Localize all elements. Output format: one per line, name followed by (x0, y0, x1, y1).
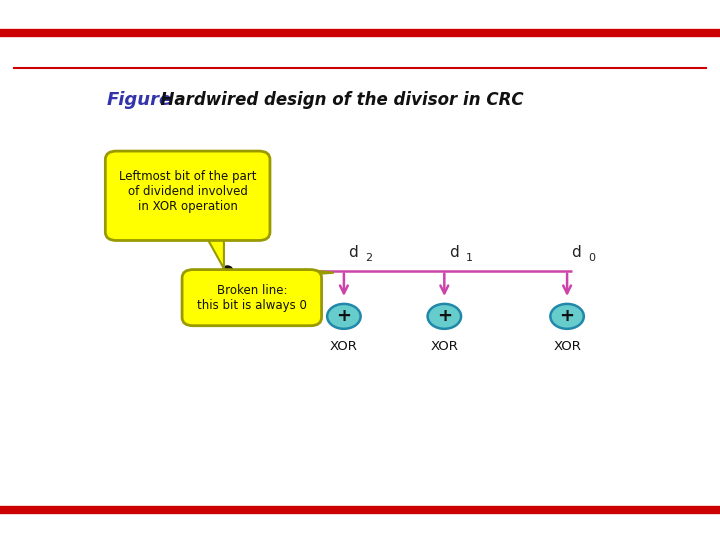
Polygon shape (196, 232, 224, 268)
FancyBboxPatch shape (105, 151, 270, 240)
Circle shape (550, 304, 584, 329)
Text: XOR: XOR (330, 341, 358, 354)
Circle shape (428, 304, 461, 329)
Text: XOR: XOR (553, 341, 581, 354)
Text: 1: 1 (466, 253, 472, 263)
Text: Leftmost bit of the part
of dividend involved
in XOR operation: Leftmost bit of the part of dividend inv… (119, 170, 256, 213)
Text: Figure: Figure (107, 91, 172, 109)
Text: Broken line:
this bit is always 0: Broken line: this bit is always 0 (197, 284, 307, 312)
Text: 0: 0 (588, 253, 595, 263)
Circle shape (327, 304, 361, 329)
Text: +: + (336, 307, 351, 326)
Text: d: d (572, 245, 581, 260)
Text: d: d (449, 245, 459, 260)
Text: Hardwired design of the divisor in CRC: Hardwired design of the divisor in CRC (148, 91, 523, 109)
FancyBboxPatch shape (182, 269, 322, 326)
Text: 2: 2 (365, 253, 372, 263)
Polygon shape (279, 269, 334, 278)
Text: +: + (559, 307, 575, 326)
Text: XOR: XOR (431, 341, 458, 354)
Text: d: d (348, 245, 358, 260)
Text: +: + (437, 307, 452, 326)
